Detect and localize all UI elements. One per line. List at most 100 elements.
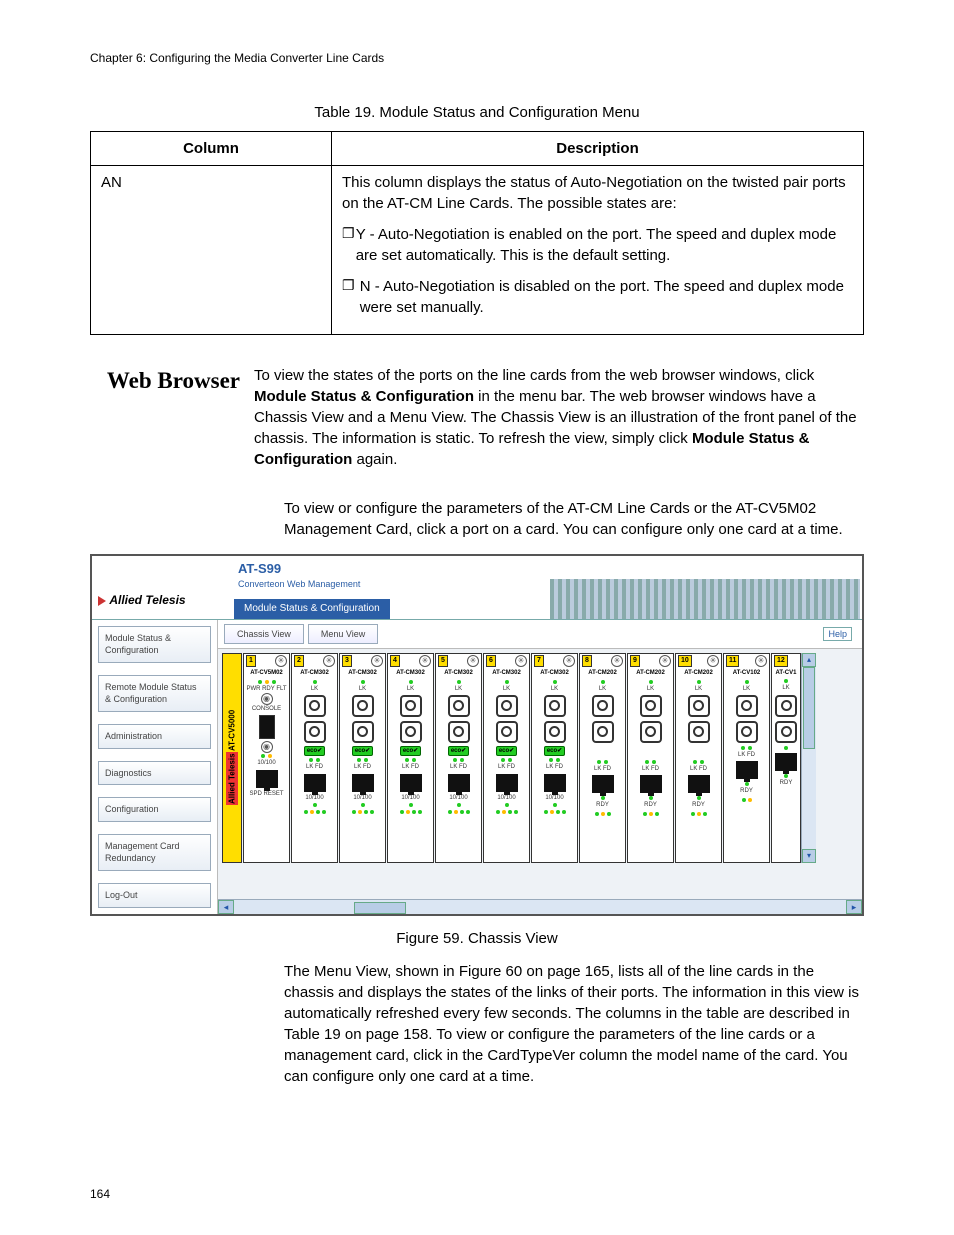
card-model: AT-CM302	[300, 669, 329, 677]
nav-administration[interactable]: Administration	[98, 724, 211, 749]
card-slot-3[interactable]: 3✳ AT-CM302 LK eco✔ LK FD 10/100	[339, 653, 386, 863]
fiber-port[interactable]	[592, 721, 614, 743]
help-button[interactable]: Help	[823, 627, 852, 642]
card-slot-9[interactable]: 9✳ AT-CM202 LK LK FD RDY	[627, 653, 674, 863]
slot-num: 7	[534, 655, 544, 667]
card-slot-7[interactable]: 7✳ AT-CM302 LK eco✔ LK FD 10/100	[531, 653, 578, 863]
fiber-port[interactable]	[544, 695, 566, 717]
card-model: AT-CM302	[492, 669, 521, 677]
nav-remote-module[interactable]: Remote Module Status & Configuration	[98, 675, 211, 712]
slot-num: 9	[630, 655, 640, 667]
fiber-port[interactable]	[544, 721, 566, 743]
tab-chassis-view[interactable]: Chassis View	[224, 624, 304, 645]
fiber-port[interactable]	[775, 721, 797, 743]
chassis-side-label: Allied Telesis AT-CV5000	[222, 653, 242, 863]
nav-logout[interactable]: Log-Out	[98, 883, 211, 908]
nav-configuration[interactable]: Configuration	[98, 797, 211, 822]
fiber-port[interactable]	[775, 695, 797, 717]
card-slot-5[interactable]: 5✳ AT-CM302 LK eco✔ LK FD 10/100	[435, 653, 482, 863]
bullet-marker-icon: ❐	[342, 224, 356, 266]
fiber-port[interactable]	[688, 695, 710, 717]
figure-caption: Figure 59. Chassis View	[90, 928, 864, 949]
card-model: AT-CM302	[540, 669, 569, 677]
slot-num: 3	[342, 655, 352, 667]
fiber-port[interactable]	[352, 721, 374, 743]
card-slot-10[interactable]: 10✳ AT-CM202 LK LK FD RDY	[675, 653, 722, 863]
card-slot-8[interactable]: 8✳ AT-CM202 LK LK FD RDY	[579, 653, 626, 863]
th-column: Column	[91, 131, 332, 165]
rj45-port[interactable]	[640, 775, 662, 793]
rj45-port[interactable]	[400, 774, 422, 792]
fiber-port[interactable]	[448, 695, 470, 717]
rj45-port[interactable]	[304, 774, 326, 792]
fiber-port[interactable]	[352, 695, 374, 717]
rj45-port[interactable]	[592, 775, 614, 793]
fiber-port[interactable]	[688, 721, 710, 743]
rj45-port[interactable]	[448, 774, 470, 792]
fiber-port[interactable]	[400, 721, 422, 743]
bullet-n: ❐ N - Auto-Negotiation is disabled on th…	[342, 276, 853, 318]
bullet-y-text: Y - Auto-Negotiation is enabled on the p…	[356, 224, 853, 266]
slot-num: 2	[294, 655, 304, 667]
screw-icon: ✳	[755, 655, 767, 667]
rj45-port[interactable]	[496, 774, 518, 792]
card-model: AT-CM302	[444, 669, 473, 677]
fiber-port[interactable]	[592, 695, 614, 717]
chapter-header: Chapter 6: Configuring the Media Convert…	[90, 50, 864, 67]
fiber-port[interactable]	[736, 695, 758, 717]
screw-icon: ✳	[515, 655, 527, 667]
card-slot-1[interactable]: 1✳ AT-CV5M02 PWR RDY FLT ◉ CONSOLE ◉ 10/…	[243, 653, 290, 863]
fiber-port[interactable]	[496, 695, 518, 717]
slot-num: 12	[774, 655, 788, 667]
bullet-y: ❐ Y - Auto-Negotiation is enabled on the…	[342, 224, 853, 266]
slot-num: 6	[486, 655, 496, 667]
nav-mgmt-redundancy[interactable]: Management Card Redundancy	[98, 834, 211, 871]
status-table: Column Description AN This column displa…	[90, 131, 864, 335]
card-model: AT-CM202	[684, 669, 713, 677]
card-slot-6[interactable]: 6✳ AT-CM302 LK eco✔ LK FD 10/100	[483, 653, 530, 863]
scroll-down-icon[interactable]: ▾	[802, 849, 816, 863]
card-slot-2[interactable]: 2✳ AT-CM302 LK eco✔ LK FD 10/100	[291, 653, 338, 863]
chassis-panel: Allied Telesis AT-CV5000 1✳ AT-CV5M02 PW…	[218, 648, 862, 898]
card-leds-label: PWR RDY FLT	[246, 685, 286, 693]
fiber-port[interactable]	[496, 721, 518, 743]
screw-icon: ✳	[659, 655, 671, 667]
cell-an-desc: This column displays the status of Auto-…	[332, 165, 864, 334]
scroll-thumb[interactable]	[803, 667, 815, 749]
rj45-port[interactable]	[688, 775, 710, 793]
scroll-up-icon[interactable]: ▴	[802, 653, 816, 667]
slot-num: 8	[582, 655, 592, 667]
rj45-port[interactable]	[775, 753, 797, 771]
card-slot-12[interactable]: 12 AT-CV1 LK RDY	[771, 653, 801, 863]
scroll-thumb[interactable]	[354, 902, 406, 914]
rj45-port[interactable]	[736, 761, 758, 779]
rj45-port[interactable]	[352, 774, 374, 792]
fiber-port[interactable]	[304, 695, 326, 717]
logo-text: Allied Telesis	[109, 593, 185, 607]
fiber-port[interactable]	[304, 721, 326, 743]
scroll-right-icon[interactable]: ▸	[846, 900, 862, 914]
horizontal-scrollbar[interactable]: ◂ ▸	[218, 899, 862, 914]
fiber-port[interactable]	[640, 721, 662, 743]
fiber-port[interactable]	[736, 721, 758, 743]
screw-icon: ✳	[323, 655, 335, 667]
fiber-port[interactable]	[400, 695, 422, 717]
rj45-port[interactable]	[544, 774, 566, 792]
eco-badge: eco✔	[544, 746, 565, 756]
fiber-port[interactable]	[448, 721, 470, 743]
brand-logo: Allied Telesis	[92, 582, 234, 619]
rj45-port[interactable]	[256, 770, 278, 788]
card-model: AT-CM202	[588, 669, 617, 677]
th-description: Description	[332, 131, 864, 165]
screw-icon: ✳	[419, 655, 431, 667]
eco-badge: eco✔	[352, 746, 373, 756]
nav-diagnostics[interactable]: Diagnostics	[98, 761, 211, 786]
para-3: The Menu View, shown in Figure 60 on pag…	[284, 961, 864, 1087]
fiber-port[interactable]	[640, 695, 662, 717]
tab-menu-view[interactable]: Menu View	[308, 624, 378, 645]
card-slot-4[interactable]: 4✳ AT-CM302 LK eco✔ LK FD 10/100	[387, 653, 434, 863]
vertical-scrollbar[interactable]: ▴ ▾	[801, 653, 816, 863]
scroll-left-icon[interactable]: ◂	[218, 900, 234, 914]
card-slot-11[interactable]: 11✳ AT-CV102 LK LK FD RDY	[723, 653, 770, 863]
nav-module-status[interactable]: Module Status & Configuration	[98, 626, 211, 663]
